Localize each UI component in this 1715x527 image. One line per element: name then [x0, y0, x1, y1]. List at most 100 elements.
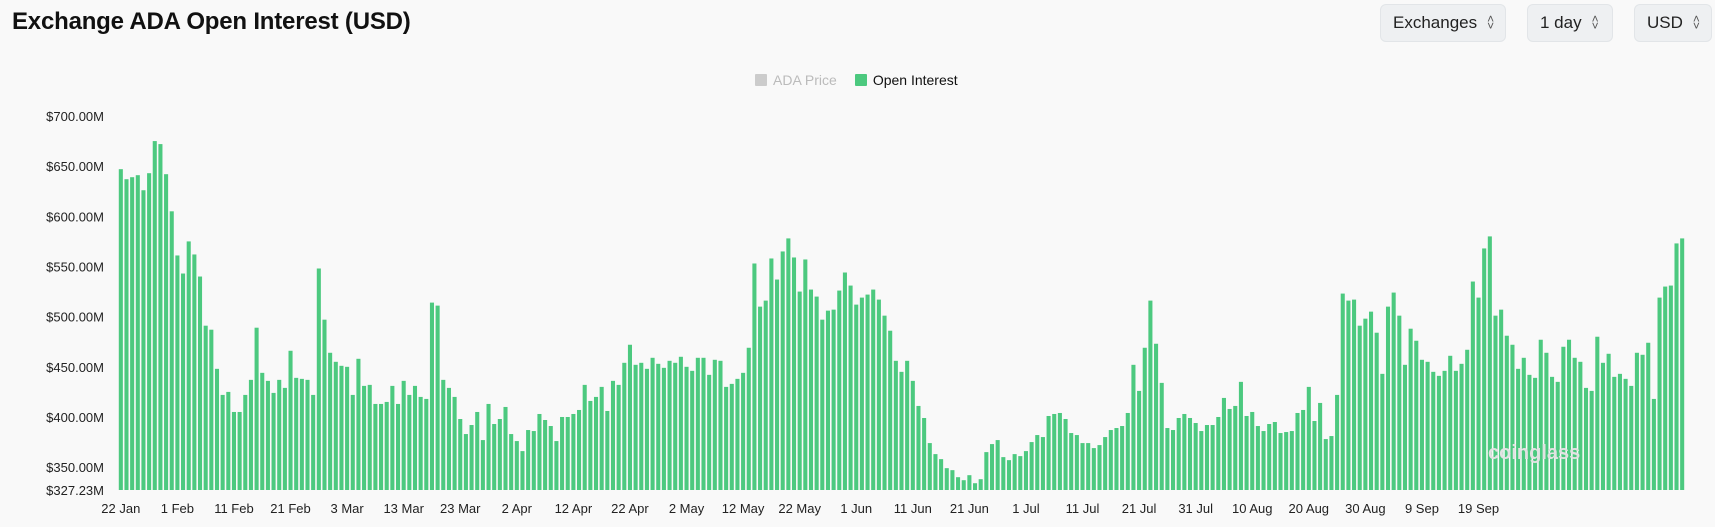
open-interest-bar[interactable]: [939, 459, 944, 490]
open-interest-bar[interactable]: [588, 400, 593, 490]
open-interest-bar[interactable]: [1657, 297, 1662, 490]
open-interest-bar[interactable]: [627, 344, 632, 490]
open-interest-bar[interactable]: [1318, 402, 1323, 490]
open-interest-bar[interactable]: [1255, 426, 1260, 490]
open-interest-bar[interactable]: [260, 372, 265, 490]
open-interest-bar[interactable]: [684, 366, 689, 490]
open-interest-bar[interactable]: [639, 362, 644, 490]
open-interest-bar[interactable]: [865, 294, 870, 490]
open-interest-bar[interactable]: [1154, 343, 1159, 490]
open-interest-bar[interactable]: [1516, 368, 1521, 490]
open-interest-bar[interactable]: [882, 315, 887, 490]
open-interest-bar[interactable]: [1606, 353, 1611, 490]
open-interest-bar[interactable]: [922, 417, 927, 490]
open-interest-bar[interactable]: [859, 297, 864, 490]
open-interest-bar[interactable]: [1453, 370, 1458, 490]
open-interest-bar[interactable]: [1663, 286, 1668, 490]
open-interest-bar[interactable]: [1204, 425, 1210, 490]
open-interest-bar[interactable]: [1171, 430, 1176, 490]
open-interest-bar[interactable]: [548, 426, 553, 490]
open-interest-bar[interactable]: [339, 365, 344, 490]
open-interest-bar[interactable]: [1301, 409, 1306, 490]
open-interest-bar[interactable]: [724, 386, 729, 490]
open-interest-bar[interactable]: [1040, 437, 1045, 490]
open-interest-bar[interactable]: [678, 356, 683, 490]
open-interest-bar[interactable]: [197, 276, 203, 490]
open-interest-bar[interactable]: [1465, 349, 1470, 490]
open-interest-bar[interactable]: [1357, 325, 1362, 490]
open-interest-bar[interactable]: [1137, 390, 1142, 490]
open-interest-bar[interactable]: [842, 272, 847, 490]
open-interest-bar[interactable]: [1221, 397, 1226, 490]
open-interest-bar[interactable]: [1402, 364, 1408, 490]
open-interest-bar[interactable]: [1561, 346, 1566, 490]
open-interest-bar[interactable]: [690, 370, 695, 490]
open-interest-bar[interactable]: [277, 379, 282, 490]
open-interest-bar[interactable]: [1261, 431, 1266, 490]
open-interest-bar[interactable]: [763, 300, 768, 490]
open-interest-bar[interactable]: [531, 431, 536, 490]
open-interest-bar[interactable]: [135, 175, 140, 490]
open-interest-bar[interactable]: [1244, 415, 1249, 490]
open-interest-bar[interactable]: [1340, 293, 1345, 490]
open-interest-bar[interactable]: [248, 379, 253, 490]
open-interest-bar[interactable]: [452, 396, 457, 490]
open-interest-bar[interactable]: [412, 385, 418, 490]
open-interest-bar[interactable]: [1369, 311, 1374, 490]
open-interest-bar[interactable]: [1680, 238, 1685, 490]
open-interest-bar[interactable]: [814, 296, 819, 490]
open-interest-bar[interactable]: [984, 452, 989, 490]
open-interest-bar[interactable]: [1284, 432, 1289, 490]
open-interest-bar[interactable]: [1097, 445, 1102, 490]
open-interest-bar[interactable]: [780, 251, 785, 490]
open-interest-bar[interactable]: [373, 403, 378, 490]
open-interest-bar[interactable]: [203, 325, 208, 490]
open-interest-bar[interactable]: [441, 379, 446, 490]
open-interest-bar[interactable]: [1312, 421, 1317, 490]
open-interest-bar[interactable]: [622, 362, 627, 490]
open-interest-bar[interactable]: [1023, 451, 1028, 490]
open-interest-bar[interactable]: [582, 384, 587, 490]
open-interest-bar[interactable]: [667, 360, 672, 490]
open-interest-bar[interactable]: [214, 368, 220, 490]
open-interest-bar[interactable]: [1374, 332, 1379, 490]
open-interest-bar[interactable]: [1550, 376, 1555, 490]
open-interest-bar[interactable]: [254, 327, 259, 490]
open-interest-bar[interactable]: [1572, 357, 1577, 490]
open-interest-bar[interactable]: [265, 380, 270, 490]
open-interest-bar[interactable]: [712, 359, 717, 490]
open-interest-bar[interactable]: [282, 387, 287, 490]
open-interest-bar[interactable]: [554, 441, 559, 490]
open-interest-bar[interactable]: [480, 440, 485, 490]
open-interest-bar[interactable]: [1323, 439, 1328, 490]
open-interest-bar[interactable]: [661, 367, 666, 490]
open-interest-bar[interactable]: [237, 411, 242, 490]
open-interest-bar[interactable]: [181, 273, 186, 490]
open-interest-bar[interactable]: [775, 279, 780, 490]
open-interest-bar[interactable]: [384, 401, 389, 490]
open-interest-bar[interactable]: [1499, 309, 1504, 490]
open-interest-bar[interactable]: [1012, 454, 1017, 490]
open-interest-bar[interactable]: [910, 380, 915, 490]
open-interest-bar[interactable]: [888, 330, 893, 490]
open-interest-bar[interactable]: [311, 394, 316, 490]
open-interest-bar[interactable]: [1289, 431, 1294, 490]
open-interest-bar[interactable]: [673, 362, 678, 490]
open-interest-bar[interactable]: [1533, 377, 1538, 490]
open-interest-bar[interactable]: [1589, 390, 1594, 490]
open-interest-bar[interactable]: [758, 306, 763, 490]
open-interest-bar[interactable]: [1544, 352, 1549, 490]
open-interest-bar[interactable]: [718, 360, 723, 490]
open-interest-bar[interactable]: [379, 403, 384, 490]
open-interest-bar[interactable]: [1278, 433, 1283, 490]
open-interest-bar[interactable]: [1431, 371, 1436, 490]
open-interest-bar[interactable]: [175, 255, 180, 490]
open-interest-bar[interactable]: [1380, 373, 1385, 490]
open-interest-bar[interactable]: [1091, 448, 1096, 490]
open-interest-bar[interactable]: [1018, 456, 1023, 490]
open-interest-bar[interactable]: [497, 419, 502, 490]
open-interest-bar[interactable]: [526, 430, 531, 490]
open-interest-bar[interactable]: [899, 371, 904, 490]
open-interest-bar[interactable]: [1391, 292, 1396, 490]
open-interest-bar[interactable]: [791, 257, 797, 490]
